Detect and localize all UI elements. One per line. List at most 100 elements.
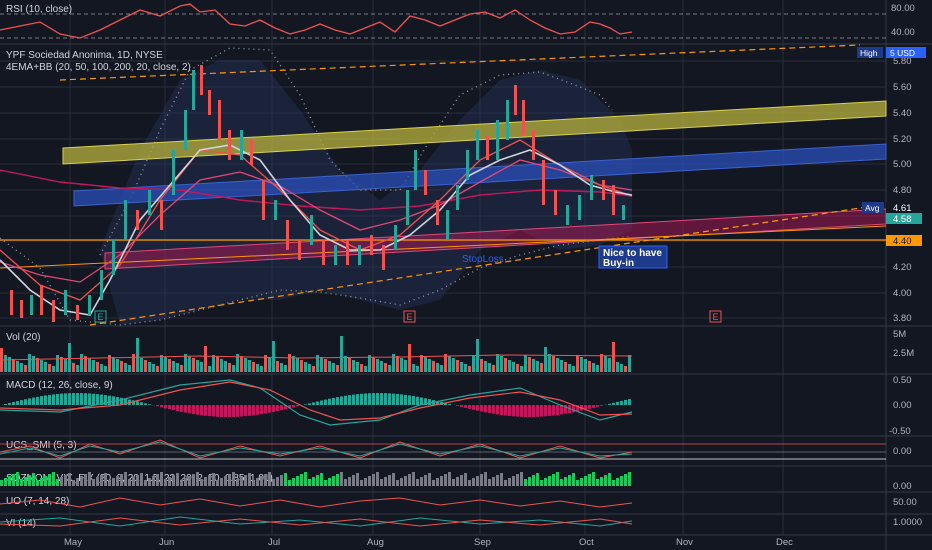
bar xyxy=(336,365,339,372)
bar xyxy=(628,355,631,372)
bar xyxy=(396,393,399,405)
bar xyxy=(244,358,247,372)
bar xyxy=(420,397,423,405)
bar xyxy=(108,480,111,486)
bar xyxy=(400,394,403,405)
bar xyxy=(548,354,551,372)
bar xyxy=(612,402,615,405)
bar xyxy=(184,405,187,413)
bar xyxy=(204,346,207,372)
price-axis[interactable]: 5.80 5.60 5.40 5.20 5.00 4.80 4.20 4.00 … xyxy=(893,56,912,324)
bar xyxy=(456,360,459,372)
time-axis[interactable]: May Jun Jul Aug Sep Oct Nov Dec xyxy=(64,537,793,548)
bar xyxy=(148,362,151,372)
macd-tick-0.00: 0.00 xyxy=(893,400,912,411)
vixfix-tick-0.00: 0.00 xyxy=(893,481,912,492)
bar xyxy=(296,358,299,372)
month-label: May xyxy=(64,537,82,548)
vixfix-label: SOZMOM_VIX_FIX (20, 2, 20, 1.5, 22, 20, … xyxy=(6,473,273,484)
bar xyxy=(488,479,491,486)
earnings-marker-1[interactable] xyxy=(94,310,107,323)
bar xyxy=(580,357,583,372)
bar xyxy=(244,405,247,417)
earnings-marker-2[interactable] xyxy=(403,310,416,323)
bar xyxy=(176,473,179,486)
bar xyxy=(484,472,487,486)
bar xyxy=(588,474,591,486)
bar xyxy=(232,472,235,486)
bar xyxy=(424,475,427,486)
bar xyxy=(332,476,335,486)
vixfix-pane[interactable]: SOZMOM_VIX_FIX (20, 2, 20, 1.5, 22, 20, … xyxy=(0,472,912,492)
bar xyxy=(456,405,459,406)
bar xyxy=(12,359,15,372)
bar xyxy=(396,356,399,372)
bar xyxy=(36,396,39,405)
vi-pane[interactable]: VI (14) 1.0000 xyxy=(0,516,922,529)
bar xyxy=(104,473,107,486)
bar xyxy=(352,475,355,486)
bar xyxy=(116,476,119,486)
bar xyxy=(60,477,63,486)
bar xyxy=(172,361,175,372)
bar xyxy=(88,393,91,405)
bar xyxy=(40,360,43,372)
bar xyxy=(208,475,211,486)
bar xyxy=(276,477,279,486)
bar xyxy=(452,479,455,486)
bar xyxy=(84,356,87,372)
bar xyxy=(564,477,567,486)
smi-pane[interactable]: UCS_SMI (5, 3) 0.00 xyxy=(0,439,912,460)
bar xyxy=(212,473,215,486)
bar xyxy=(120,474,123,486)
bar xyxy=(288,405,291,409)
bar xyxy=(588,405,591,409)
bar xyxy=(200,362,203,372)
buyin-callout[interactable] xyxy=(598,245,668,269)
bar xyxy=(20,479,23,486)
bar xyxy=(240,356,243,372)
bar xyxy=(348,477,351,486)
bar xyxy=(616,362,619,372)
price-pane[interactable]: E E E StopLoss Nice to have Buy-in YPF S… xyxy=(0,44,926,326)
bar xyxy=(308,364,311,372)
bar xyxy=(440,476,443,486)
bar xyxy=(472,478,475,486)
bar xyxy=(196,405,199,415)
month-label: Dec xyxy=(776,537,793,548)
bar xyxy=(224,405,227,417)
uo-pane[interactable]: UO (7, 14, 28) 50.00 xyxy=(0,496,917,508)
uo-label: UO (7, 14, 28) xyxy=(6,496,69,507)
bar xyxy=(168,477,171,486)
bar xyxy=(532,405,535,417)
bar xyxy=(528,477,531,486)
bar xyxy=(608,403,611,405)
bar xyxy=(596,405,599,407)
macd-pane[interactable]: MACD (12, 26, close, 9) 0.50 0.00 -0.50 xyxy=(0,375,912,437)
bar xyxy=(416,396,419,405)
bar xyxy=(200,479,203,486)
bar xyxy=(108,395,111,405)
bar xyxy=(144,360,147,372)
bar xyxy=(376,472,379,486)
rsi-pane[interactable]: RSI (10, close) 80.00 40.00 xyxy=(0,3,915,39)
price-tick: 5.40 xyxy=(893,108,912,119)
bar xyxy=(144,480,147,486)
bar xyxy=(188,476,191,486)
bar xyxy=(360,364,363,372)
bar xyxy=(480,359,483,372)
bar xyxy=(344,356,347,372)
bar xyxy=(344,479,347,486)
earnings-marker-3[interactable] xyxy=(709,310,722,323)
bar xyxy=(544,478,547,486)
bar xyxy=(132,477,135,486)
bar xyxy=(288,354,291,372)
bar xyxy=(208,405,211,417)
bar xyxy=(232,365,235,372)
bar xyxy=(224,361,227,372)
bar xyxy=(4,404,7,405)
volume-pane[interactable]: Vol (20) 5M 2.5M xyxy=(0,329,914,372)
bar xyxy=(564,405,567,414)
bar xyxy=(336,474,339,486)
